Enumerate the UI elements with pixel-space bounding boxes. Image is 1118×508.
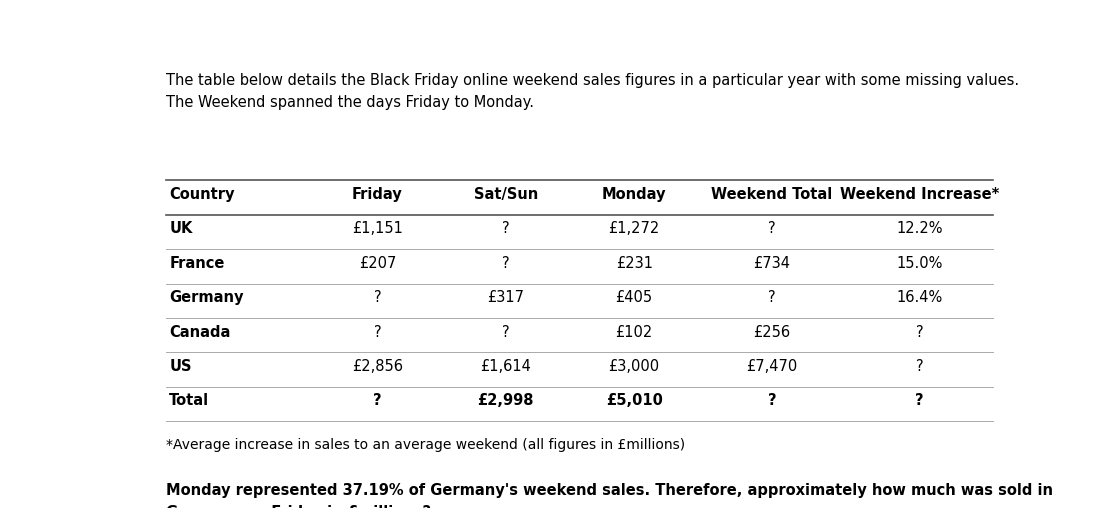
- Text: £3,000: £3,000: [608, 359, 660, 374]
- Text: Monday represented 37.19% of Germany's weekend sales. Therefore, approximately h: Monday represented 37.19% of Germany's w…: [165, 483, 1053, 508]
- Text: Germany: Germany: [169, 290, 244, 305]
- Text: Sat/Sun: Sat/Sun: [474, 187, 538, 202]
- Text: Monday: Monday: [601, 187, 666, 202]
- Text: ?: ?: [373, 393, 381, 408]
- Text: £405: £405: [616, 290, 653, 305]
- Text: ?: ?: [768, 290, 776, 305]
- Text: *Average increase in sales to an average weekend (all figures in £millions): *Average increase in sales to an average…: [165, 438, 685, 452]
- Text: Weekend Total: Weekend Total: [711, 187, 833, 202]
- Text: Canada: Canada: [169, 325, 230, 339]
- Text: ?: ?: [768, 393, 776, 408]
- Text: £7,470: £7,470: [747, 359, 798, 374]
- Text: ?: ?: [768, 221, 776, 236]
- Text: £2,856: £2,856: [352, 359, 402, 374]
- Text: Friday: Friday: [352, 187, 402, 202]
- Text: £102: £102: [616, 325, 653, 339]
- Text: £1,272: £1,272: [608, 221, 660, 236]
- Text: ?: ?: [502, 325, 510, 339]
- Text: France: France: [169, 256, 225, 271]
- Text: ?: ?: [373, 325, 381, 339]
- Text: £2,998: £2,998: [477, 393, 534, 408]
- Text: Country: Country: [169, 187, 235, 202]
- Text: The table below details the Black Friday online weekend sales figures in a parti: The table below details the Black Friday…: [165, 73, 1018, 111]
- Text: Total: Total: [169, 393, 209, 408]
- Text: UK: UK: [169, 221, 192, 236]
- Text: ?: ?: [916, 393, 923, 408]
- Text: £1,151: £1,151: [352, 221, 402, 236]
- Text: £1,614: £1,614: [481, 359, 531, 374]
- Text: £317: £317: [487, 290, 524, 305]
- Text: Weekend Increase*: Weekend Increase*: [840, 187, 999, 202]
- Text: ?: ?: [502, 256, 510, 271]
- Text: ?: ?: [916, 325, 923, 339]
- Text: £734: £734: [754, 256, 790, 271]
- Text: ?: ?: [916, 359, 923, 374]
- Text: £231: £231: [616, 256, 653, 271]
- Text: £5,010: £5,010: [606, 393, 663, 408]
- Text: US: US: [169, 359, 191, 374]
- Text: ?: ?: [373, 290, 381, 305]
- Text: £256: £256: [754, 325, 790, 339]
- Text: 16.4%: 16.4%: [897, 290, 942, 305]
- Text: £207: £207: [359, 256, 396, 271]
- Text: 15.0%: 15.0%: [897, 256, 942, 271]
- Text: 12.2%: 12.2%: [897, 221, 942, 236]
- Text: ?: ?: [502, 221, 510, 236]
